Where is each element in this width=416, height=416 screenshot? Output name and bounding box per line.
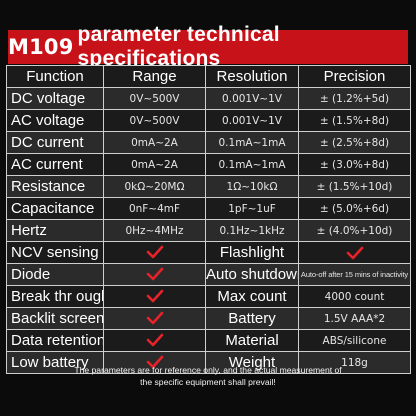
feature-check-cell: [103, 241, 206, 264]
range-value: 0Hz~4MHz: [103, 219, 206, 242]
table-row: Resistance 0kΩ~20MΩ 1Ω~10kΩ ± (1.5%+10d): [6, 175, 411, 198]
feature-value: 4000 count: [298, 285, 411, 308]
resolution-value: 0.1mA~1mA: [205, 153, 299, 176]
table-row: Diode Auto shutdown Auto-off after 15 mins…: [6, 263, 411, 286]
table-row: Hertz 0Hz~4MHz 0.1Hz~1kHz ± (4.0%+10d): [6, 219, 411, 242]
table-row: Backlit screen Battery 1.5V AAA*2: [6, 307, 411, 330]
feature-check-cell: [103, 307, 206, 330]
feature-label: Battery: [205, 307, 299, 330]
precision-value: ± (1.5%+8d): [298, 109, 411, 132]
table-row: AC voltage 0V~500V 0.001V~1V ± (1.5%+8d): [6, 109, 411, 132]
title-text: parameter technical specifications: [77, 23, 280, 70]
table-row: DC current 0mA~2A 0.1mA~1mA ± (2.5%+8d): [6, 131, 411, 154]
range-value: 0mA~2A: [103, 153, 206, 176]
table-row: AC current 0mA~2A 0.1mA~1mA ± (3.0%+8d): [6, 153, 411, 176]
precision-value: ± (4.0%+10d): [298, 219, 411, 242]
range-value: 0V~500V: [103, 109, 206, 132]
spec-table: Function Range Resolution Precision DC v…: [6, 65, 411, 374]
footnote: The parameters are for reference only, a…: [0, 364, 416, 388]
feature-value: 118g: [298, 351, 411, 374]
table-header-row: Function Range Resolution Precision: [6, 65, 411, 88]
feature-label: Diode: [6, 263, 104, 286]
checkmark-icon: [146, 355, 163, 369]
checkmark-icon: [146, 311, 163, 325]
feature-check-cell: [103, 263, 206, 286]
function-label: DC current: [6, 131, 104, 154]
checkmark-icon: [346, 246, 363, 259]
feature-value: Auto-off after 15 mins of inactivity: [298, 263, 411, 286]
resolution-value: 0.1mA~1mA: [205, 131, 299, 154]
feature-label: Weight: [205, 351, 299, 374]
function-label: DC voltage: [6, 87, 104, 110]
feature-label: NCV sensing: [6, 241, 104, 264]
feature-label: Material: [205, 329, 299, 352]
feature-value: [298, 241, 411, 264]
table-row: NCV sensing Flashlight: [6, 241, 411, 264]
resolution-value: 1pF~1uF: [205, 197, 299, 220]
precision-value: ± (1.5%+10d): [298, 175, 411, 198]
footnote-line-1: The parameters are for reference only, a…: [74, 365, 342, 375]
function-label: Hertz: [6, 219, 104, 242]
feature-check-cell: [103, 351, 206, 374]
page-title: M109 parameter technical specifications: [8, 23, 408, 70]
checkmark-icon: [146, 245, 163, 259]
feature-label: Max count: [205, 285, 299, 308]
feature-label: Auto shutdown: [205, 263, 299, 286]
range-value: 0nF~4mF: [103, 197, 206, 220]
checkmark-icon: [146, 289, 163, 303]
range-value: 0V~500V: [103, 87, 206, 110]
checkmark-icon: [146, 333, 163, 347]
precision-value: ± (2.5%+8d): [298, 131, 411, 154]
checkmark-icon: [146, 267, 163, 281]
feature-check-cell: [103, 285, 206, 308]
precision-value: ± (5.0%+6d): [298, 197, 411, 220]
precision-value: ± (1.2%+5d): [298, 87, 411, 110]
header-precision: Precision: [298, 65, 411, 88]
function-label: Resistance: [6, 175, 104, 198]
range-value: 0kΩ~20MΩ: [103, 175, 206, 198]
table-row: DC voltage 0V~500V 0.001V~1V ± (1.2%+5d): [6, 87, 411, 110]
resolution-value: 0.001V~1V: [205, 87, 299, 110]
function-label: AC voltage: [6, 109, 104, 132]
table-row: Break thr ough Max count 4000 count: [6, 285, 411, 308]
header-function: Function: [6, 65, 104, 88]
feature-label: Break thr ough: [6, 285, 104, 308]
precision-value: ± (3.0%+8d): [298, 153, 411, 176]
feature-label: Backlit screen: [6, 307, 104, 330]
feature-check-cell: [103, 329, 206, 352]
table-row: Low battery Weight 118g: [6, 351, 411, 374]
table-row: Data retention Material ABS/silicone: [6, 329, 411, 352]
resolution-value: 0.1Hz~1kHz: [205, 219, 299, 242]
header-resolution: Resolution: [205, 65, 299, 88]
feature-label: Low battery: [6, 351, 104, 374]
feature-label: Data retention: [6, 329, 104, 352]
feature-value: 1.5V AAA*2: [298, 307, 411, 330]
table-row: Capacitance 0nF~4mF 1pF~1uF ± (5.0%+6d): [6, 197, 411, 220]
feature-label: Flashlight: [205, 241, 299, 264]
range-value: 0mA~2A: [103, 131, 206, 154]
model-number: M109: [8, 35, 74, 59]
footnote-line-2: the specific equipment shall prevail!: [140, 377, 276, 387]
function-label: Capacitance: [6, 197, 104, 220]
function-label: AC current: [6, 153, 104, 176]
resolution-value: 1Ω~10kΩ: [205, 175, 299, 198]
feature-value: ABS/silicone: [298, 329, 411, 352]
resolution-value: 0.001V~1V: [205, 109, 299, 132]
header-range: Range: [103, 65, 206, 88]
